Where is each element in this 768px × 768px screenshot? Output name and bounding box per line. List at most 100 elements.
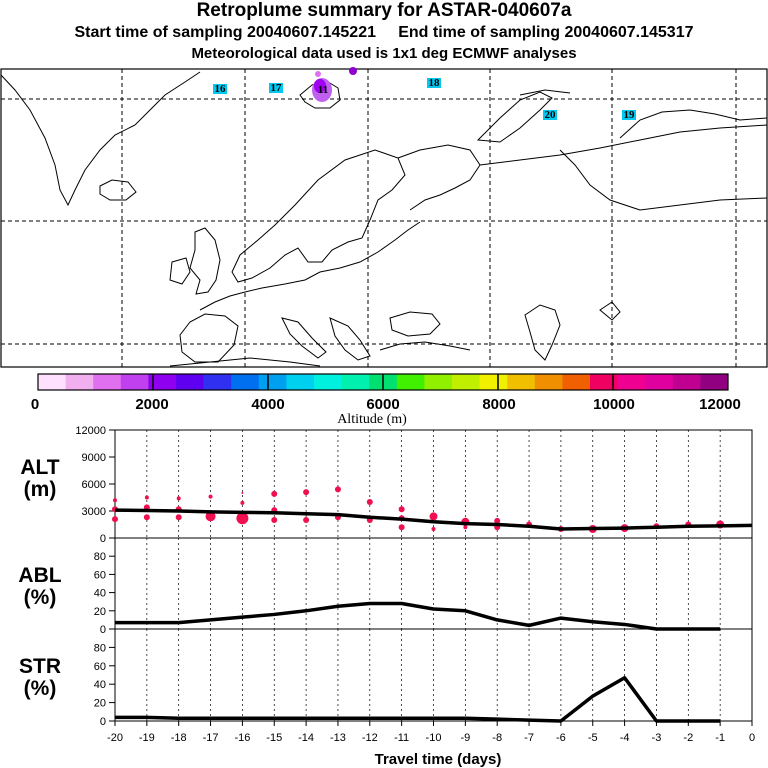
colorbar-swatch [314,374,342,390]
y-axis-label: ABL [18,564,61,587]
colorbar-swatch [424,374,453,390]
colorbar-tick: 12000 [699,396,741,413]
x-tick-label: -1 [715,732,725,744]
colorbar-swatch [341,374,370,390]
colorbar-swatch [65,374,94,390]
series-line [114,508,753,531]
data-point [241,492,244,494]
colorbar-swatch [38,374,66,390]
colorbar-swatch [93,374,122,390]
x-tick-label: -17 [203,732,219,744]
colorbar-swatch [452,374,480,390]
data-point [113,498,117,503]
x-tick-label: -9 [460,732,470,744]
colorbar-swatch [120,374,149,390]
data-point [431,527,436,531]
data-point [112,516,118,523]
x-tick-label: -12 [362,732,378,744]
x-tick-label: -20 [107,732,123,744]
day-marker: 18 [429,77,441,89]
end-time: End time of sampling 20040607.145317 [398,24,694,41]
y-tick-label: 40 [94,588,106,600]
x-tick-label: -13 [330,732,346,744]
y-tick-label: 9000 [82,452,106,464]
colorbar-tick: 6000 [366,396,399,413]
colorbar-swatch [479,374,508,390]
data-point [236,512,249,525]
start-time: Start time of sampling 20040607.145221 [74,24,377,41]
y-tick-label: 60 [94,661,106,673]
colorbar-swatch [590,374,618,390]
sampling-times: Start time of sampling 20040607.145221 E… [0,24,768,42]
x-tick-label: -15 [266,732,282,744]
colorbar-tick: 10000 [593,396,635,413]
data-point [398,506,405,513]
y-tick-label: 60 [94,569,106,581]
day-markers: 16 17 11 18 20 19 [213,77,636,121]
x-tick-label: 0 [749,732,755,744]
y-axis-unit: (%) [24,677,57,700]
data-point [143,514,150,521]
day-marker: 17 [271,82,283,94]
series-line [115,676,721,723]
panel-str: 80 60 40 20 0 STR(%) [19,628,753,728]
y-tick-label: 80 [94,642,106,654]
x-tick-label: -2 [683,732,693,744]
colorbar-swatch [148,374,177,390]
x-tick-label: -16 [234,732,250,744]
x-tick-label: -18 [171,732,187,744]
colorbar-swatch [396,374,425,390]
colorbar-tick: 4000 [251,396,284,413]
y-tick-label: 20 [94,606,106,618]
x-tick-label: -7 [524,732,534,744]
data-point [463,525,468,530]
x-tick-label: -10 [426,732,442,744]
day-marker: 16 [215,83,227,95]
data-point [303,489,310,496]
x-tick-label: -6 [556,732,566,744]
colorbar-label: Altitude (m) [337,412,407,427]
colorbar-swatch [700,374,729,390]
data-point [429,512,438,521]
y-tick-label: 20 [94,698,106,710]
colorbar-swatch [617,374,646,390]
y-tick-label: 40 [94,679,106,691]
colorbar-swatch [507,374,536,390]
colorbar-swatch [286,374,315,390]
y-tick-label: 6000 [82,479,106,491]
map-panel: 16 17 11 18 20 19 [0,67,768,368]
y-axis-unit: (m) [24,478,57,501]
time-series-panels: 120009000600030000ALT(m)806040200ABL(%)8… [18,425,755,744]
map-graticule [1,69,767,367]
data-point [303,517,310,523]
colorbar-swatch [534,374,563,390]
colorbar-swatch [645,374,674,390]
y-tick-label: 0 [100,533,106,545]
y-axis-unit: (%) [24,586,57,609]
y-tick-label: 12000 [75,425,106,437]
y-tick-label: 0 [100,624,106,636]
colorbar-tick: 2000 [135,396,168,413]
y-axis-label: ALT [20,456,59,479]
day-marker: 20 [545,109,557,121]
y-tick-label: 0 [100,716,106,728]
x-tick-label: -14 [298,732,314,744]
data-point [176,496,181,501]
data-point [205,511,216,522]
data-point [240,500,245,505]
panel-alt: 12000 9000 6000 3000 0 ALT(m) [20,425,753,545]
colorbar-tick: 8000 [482,396,515,413]
x-tick-label: -3 [652,732,662,744]
series-line [115,601,721,631]
colorbar-ticks: 0 2000 4000 6000 8000 10000 12000 [31,396,741,413]
data-point [494,517,501,524]
map-frame [0,68,768,368]
colorbar-swatch [562,374,591,390]
data-point [175,514,182,521]
day-marker: 19 [624,109,636,121]
data-point [144,495,149,500]
x-tick-label: -19 [139,732,155,744]
data-point [271,490,278,497]
x-axis-label: Travel time (days) [375,751,502,768]
